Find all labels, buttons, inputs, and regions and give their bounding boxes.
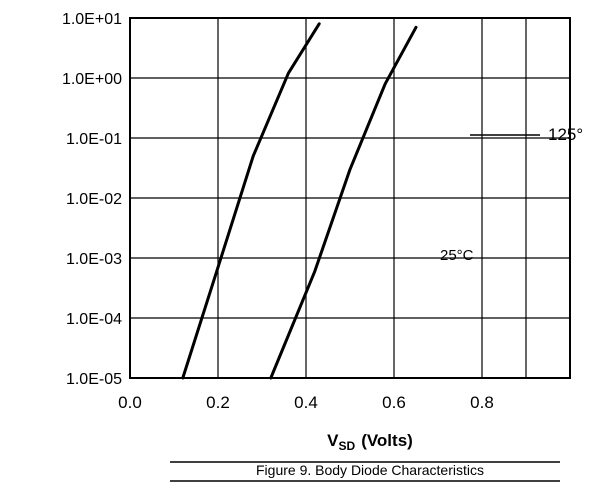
- x-axis-label-unit: (Volts): [361, 431, 413, 450]
- x-axis-label-main: V: [327, 431, 339, 450]
- annotation-25c: 25°C: [440, 247, 474, 264]
- x-tick-label: 0.4: [294, 393, 318, 412]
- y-tick-label: 1.0E-05: [66, 371, 122, 388]
- y-tick-label: 1.0E-01: [66, 131, 122, 148]
- y-tick-label: 1.0E+01: [62, 11, 122, 28]
- x-axis-label-subscript: SD: [339, 439, 356, 453]
- x-tick-label: 0.6: [382, 393, 406, 412]
- y-tick-label: 1.0E-04: [66, 311, 122, 328]
- y-tick-label: 1.0E+00: [62, 71, 122, 88]
- figure-caption: Figure 9. Body Diode Characteristics: [256, 462, 484, 478]
- x-tick-label: 0.2: [206, 393, 230, 412]
- x-axis-label: VSD (Volts): [327, 431, 413, 453]
- y-tick-label: 1.0E-02: [66, 191, 122, 208]
- y-tick-label: 1.0E-03: [66, 251, 122, 268]
- x-tick-label: 0.8: [470, 393, 494, 412]
- annotation-125c: 125°: [548, 125, 583, 144]
- x-tick-label: 0.0: [118, 393, 142, 412]
